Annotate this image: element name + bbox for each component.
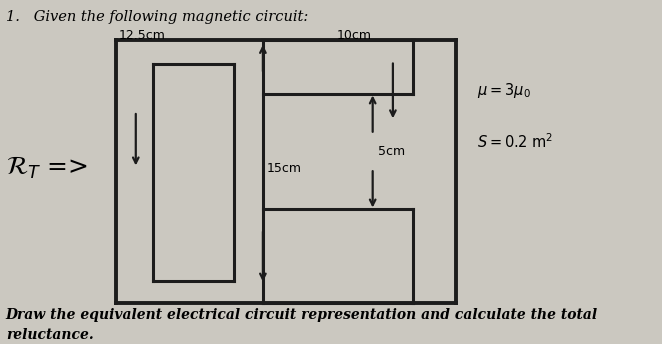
Text: 1.   Given the following magnetic circuit:: 1. Given the following magnetic circuit: [6,10,308,24]
Text: Draw the equivalent electrical circuit representation and calculate the total: Draw the equivalent electrical circuit r… [6,308,598,322]
Text: 15cm: 15cm [267,162,302,175]
Text: reluctance.: reluctance. [6,328,93,342]
Text: 10cm: 10cm [336,29,371,42]
Text: $\mathcal{R}_T$ =>: $\mathcal{R}_T$ => [6,155,88,181]
Text: 12.5cm: 12.5cm [118,29,166,42]
Text: $S = 0.2\ \mathrm{m}^2$: $S = 0.2\ \mathrm{m}^2$ [477,132,553,151]
Text: 5cm: 5cm [379,145,406,158]
Text: $\mu = 3\mu_0$: $\mu = 3\mu_0$ [477,82,530,100]
